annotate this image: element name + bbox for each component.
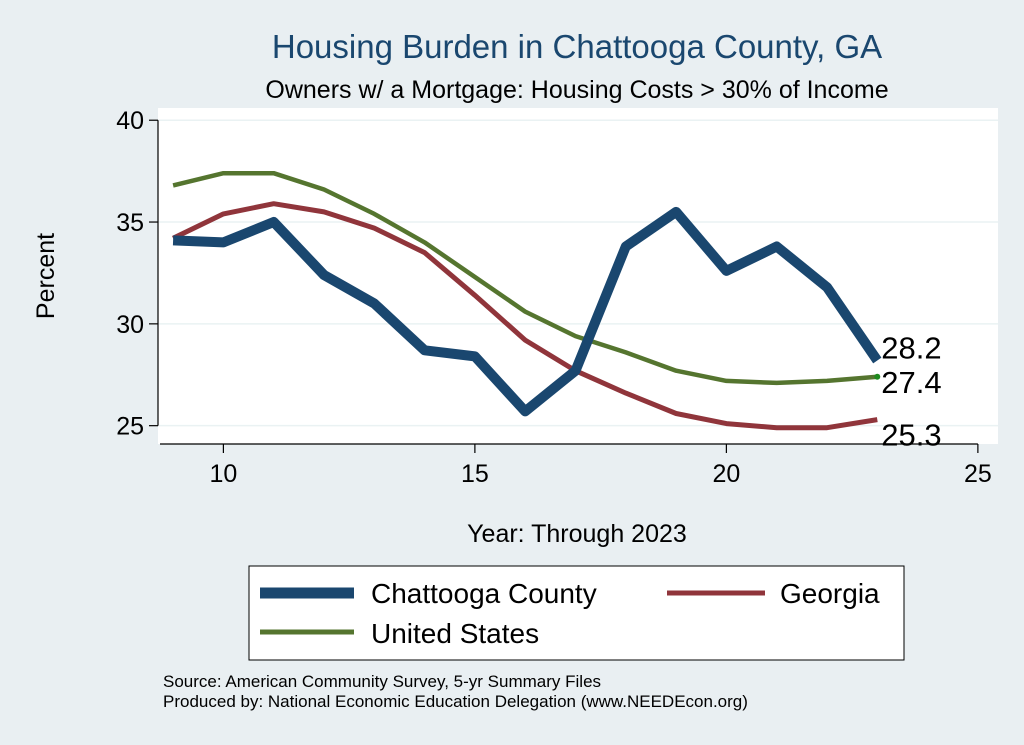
x-axis-label: Year: Through 2023 — [467, 520, 687, 548]
y-axis-label: Percent — [32, 233, 60, 319]
chart-subtitle: Owners w/ a Mortgage: Housing Costs > 30… — [265, 76, 888, 104]
series-line-georgia — [172, 201, 878, 431]
x-tick-label-25: 25 — [964, 460, 992, 488]
x-tick-label-20: 20 — [712, 460, 740, 488]
series-line-chattooga-county — [172, 206, 882, 417]
x-tick-label-10: 10 — [209, 460, 237, 488]
x-tick-label-15: 15 — [461, 460, 489, 488]
producer-note: Produced by: National Economic Education… — [163, 692, 748, 711]
plot-area — [158, 108, 998, 444]
axes: 25 30 35 40 10 15 20 25 — [116, 107, 992, 488]
end-point-marker-united-states — [874, 373, 881, 380]
legend-label-chattooga: Chattooga County — [371, 578, 597, 609]
legend-box — [248, 565, 905, 661]
gridlines — [158, 119, 998, 427]
end-label-united-states: 27.4 — [881, 365, 941, 400]
end-labels: 28.2 25.3 27.4 — [874, 331, 942, 453]
legend-label-united-states: United States — [371, 618, 539, 649]
end-label-georgia: 25.3 — [881, 418, 941, 453]
legend-label-georgia: Georgia — [780, 578, 880, 609]
source-note: Source: American Community Survey, 5-yr … — [163, 672, 601, 691]
y-tick-label-25: 25 — [116, 413, 144, 441]
end-label-chattooga-county: 28.2 — [881, 331, 941, 366]
series-lines — [172, 170, 882, 431]
legend: Chattooga County Georgia United States — [248, 565, 905, 661]
series-line-united-states — [172, 170, 878, 386]
chart-title: Housing Burden in Chattooga County, GA — [272, 28, 882, 65]
y-tick-label-40: 40 — [116, 107, 144, 135]
y-tick-label-35: 35 — [116, 209, 144, 237]
y-tick-label-30: 30 — [116, 311, 144, 339]
